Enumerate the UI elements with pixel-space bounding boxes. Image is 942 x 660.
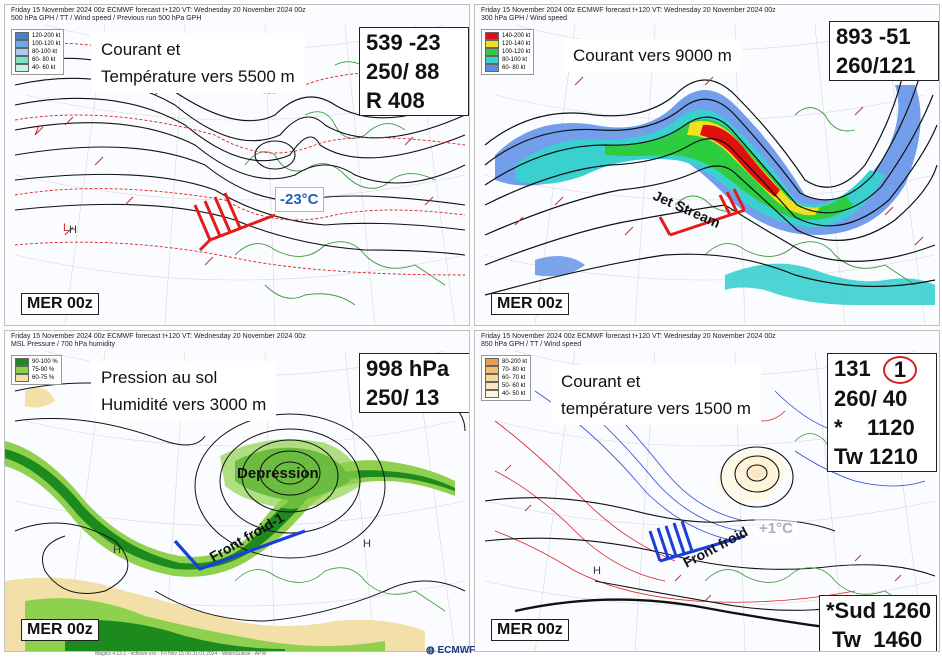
high-mark: H	[593, 565, 601, 577]
panel-header: Friday 15 November 2024 00z ECMWF foreca…	[481, 7, 776, 14]
panel-header: Friday 15 November 2024 00z ECMWF foreca…	[481, 333, 776, 340]
legend-row: 60- 70 kt	[485, 374, 527, 382]
legend-row: 100-120 kt	[485, 48, 530, 56]
footer-credit: Magics 4.13.1 - ecflows-xxx - Fri Nov 15…	[95, 651, 267, 657]
panel-subheader: MSL Pressure / 700 hPa humidity	[11, 341, 116, 348]
legend-row: 80-100 kt	[485, 56, 530, 64]
high-mark-2: H	[363, 538, 371, 550]
panel-msl: H H Friday 15 November 2024 00z ECMWF fo…	[4, 330, 470, 652]
panel-300hpa: Friday 15 November 2024 00z ECMWF foreca…	[474, 4, 940, 326]
station-values: 539 -23 250/ 88 R 408	[359, 27, 469, 116]
wind-legend: 140-200 kt 120-140 kt 100-120 kt 80-100 …	[481, 29, 535, 75]
legend-row: 40- 60 kt	[15, 64, 60, 72]
legend-row: 50- 60 kt	[485, 382, 527, 390]
station-label: MER 00z	[491, 619, 569, 641]
wind-legend: 120-200 kt 100-120 kt 80-100 kt 60- 80 k…	[11, 29, 65, 75]
highlight-circle: 1	[882, 356, 917, 385]
low-mark: L	[63, 222, 69, 234]
legend-row: 70- 80 kt	[485, 366, 527, 374]
legend-row: 75-90 %	[15, 366, 58, 374]
station-label: MER 00z	[21, 293, 99, 315]
panel-subheader: 500 hPa GPH / TT / Wind speed / Previous…	[11, 15, 202, 22]
station-values: 131 1 260/ 40 * 1120 Tw 1210	[827, 353, 937, 473]
station-values: 893 -51 260/121	[829, 21, 939, 81]
panel-title: Pression au sol Humidité vers 3000 m	[91, 361, 277, 421]
wind-legend: 80-200 kt 70- 80 kt 60- 70 kt 50- 60 kt …	[481, 355, 532, 401]
station-values-bottom: *Sud 1260 Tw 1460	[819, 595, 937, 651]
legend-row: 90-100 %	[15, 358, 58, 366]
legend-row: 60-75 %	[15, 374, 58, 382]
high-mark: H	[113, 544, 121, 556]
humidity-legend: 90-100 % 75-90 % 60-75 %	[11, 355, 62, 385]
station-label: MER 00z	[491, 293, 569, 315]
panel-header: Friday 15 November 2024 00z ECMWF foreca…	[11, 7, 306, 14]
panel-title: Courant et température vers 1500 m	[551, 365, 761, 425]
legend-row: 60- 80 kt	[485, 64, 530, 72]
panel-850hpa: H Friday 15 November 2024 00z ECMWF fore…	[474, 330, 940, 652]
temperature-label: +1°C	[755, 519, 797, 538]
depression-label: Depression	[237, 465, 319, 482]
panel-title: Courant vers 9000 m	[563, 39, 742, 72]
high-mark: H	[69, 224, 77, 236]
legend-row: 80-200 kt	[485, 358, 527, 366]
legend-row: 120-200 kt	[15, 32, 60, 40]
panel-subheader: 300 hPa GPH / Wind speed	[481, 15, 567, 22]
panel-title: Courant et Température vers 5500 m	[91, 33, 305, 93]
legend-row: 140-200 kt	[485, 32, 530, 40]
temperature-label: -23°C	[275, 187, 324, 212]
panel-subheader: 850 hPa GPH / TT / Wind speed	[481, 341, 582, 348]
station-label: MER 00z	[21, 619, 99, 641]
legend-row: 80-100 kt	[15, 48, 60, 56]
panel-header: Friday 15 November 2024 00z ECMWF foreca…	[11, 333, 306, 340]
legend-row: 40- 50 kt	[485, 390, 527, 398]
panel-500hpa: L H Friday 15 November 2024 00z ECMWF fo…	[4, 4, 470, 326]
legend-row: 60- 80 kt	[15, 56, 60, 64]
ecmwf-logo: ◍ ECMWF	[426, 645, 476, 656]
legend-row: 100-120 kt	[15, 40, 60, 48]
station-values: 998 hPa 250/ 13	[359, 353, 469, 413]
legend-row: 120-140 kt	[485, 40, 530, 48]
logo-icon: ◍	[426, 645, 435, 656]
